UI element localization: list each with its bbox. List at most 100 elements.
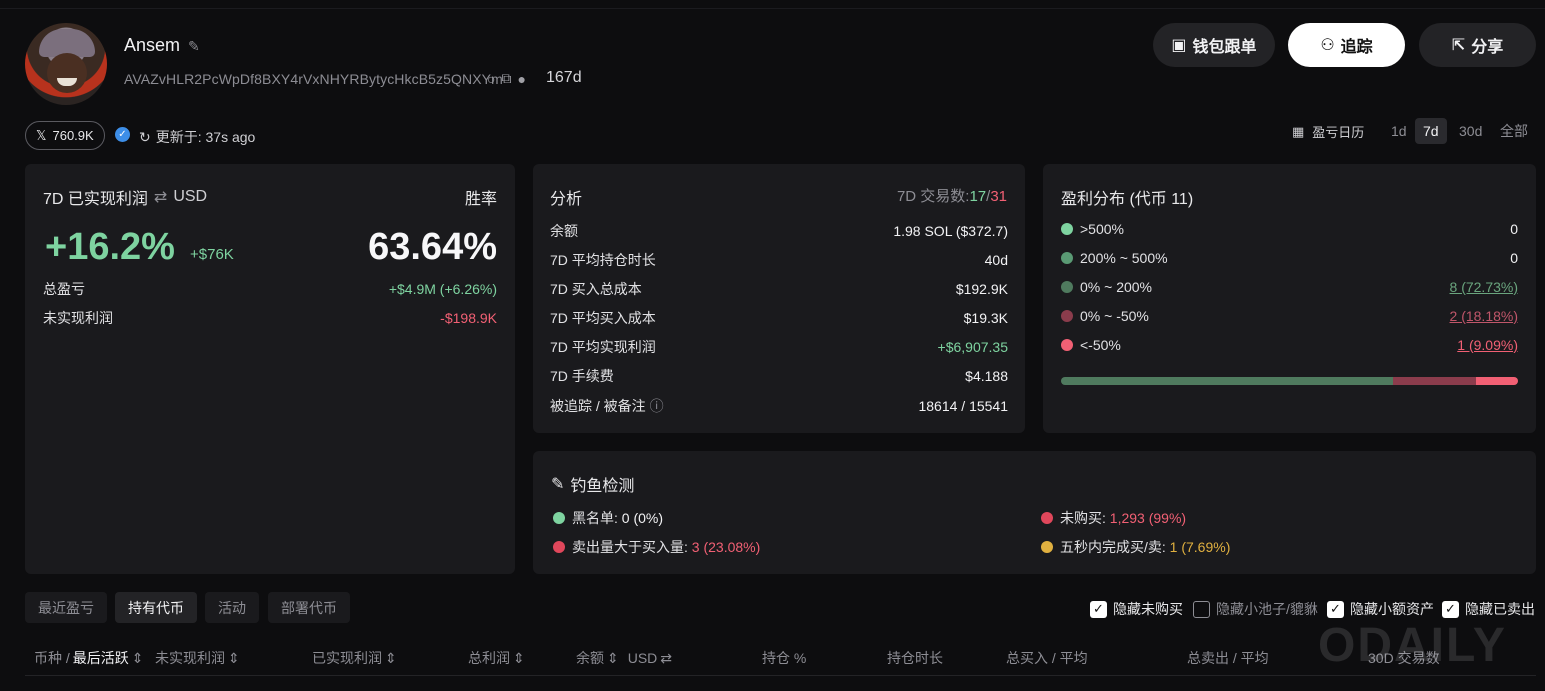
refresh-icon: ↻ <box>139 128 151 145</box>
sort-icon: ⇕ <box>385 649 397 666</box>
copy-icon[interactable]: ⧉ <box>501 70 512 86</box>
currency-label: USD <box>173 188 208 205</box>
total-pnl-row: 总盈亏 +$4.9M (+6.26%) <box>43 281 497 297</box>
col-total-buy[interactable]: 总买入 / 平均 <box>1006 650 1088 666</box>
distribution-row: 200% ~ 500% 0 <box>1061 250 1518 266</box>
distribution-bar-segment <box>1393 377 1477 385</box>
distribution-row: 0% ~ 200% 8 (72.73%) <box>1061 279 1518 295</box>
distribution-row: >500% 0 <box>1061 221 1518 237</box>
period-7d[interactable]: 7d <box>1415 118 1447 144</box>
pnl-amount: +$76K <box>190 246 234 263</box>
period-all[interactable]: 全部 <box>1500 123 1528 139</box>
profit-distribution-card: 盈利分布 (代币 11) >500% 0 200% ~ 500% 0 0% ~ 200%… <box>1043 164 1536 433</box>
status-dot <box>1041 541 1053 553</box>
analysis-row: 7D 买入总成本 $192.9K <box>550 281 1008 297</box>
calendar-icon: ▦ <box>1292 123 1305 139</box>
pnl-calendar-button[interactable]: ▦ 盈亏日历 <box>1292 123 1365 141</box>
tab-holdings[interactable]: 持有代币 <box>115 592 197 623</box>
col-balance[interactable]: 余额 ⇕ USD ⇄ <box>576 649 673 667</box>
watermark: ODAILY <box>1318 619 1507 672</box>
col-total-sell[interactable]: 总卖出 / 平均 <box>1187 650 1269 666</box>
checkbox-unchecked-icon <box>1193 600 1210 618</box>
checkbox-checked-icon: ✓ <box>1327 600 1344 618</box>
winrate-label: 胜率 <box>464 191 497 208</box>
share-button[interactable]: ⇱ 分享 <box>1419 23 1536 67</box>
distribution-count[interactable]: 8 (72.73%) <box>1449 279 1518 295</box>
distribution-row: <-50% 1 (9.09%) <box>1061 337 1518 353</box>
update-status[interactable]: ↻ 更新于: 37s ago <box>139 128 256 146</box>
distribution-count[interactable]: 1 (9.09%) <box>1457 337 1518 353</box>
sort-icon: ⇕ <box>607 649 619 666</box>
wallet-copytrade-button[interactable]: ▣ 钱包跟单 <box>1153 23 1275 67</box>
analysis-row: 余额 1.98 SOL ($372.7) <box>550 223 1008 239</box>
distribution-title: 盈利分布 (代币 11) <box>1061 191 1194 208</box>
pnl-card: 7D 已实现利润 ⇄ USD 胜率 +16.2% +$76K 63.64% 总盈… <box>25 164 515 574</box>
avatar <box>25 23 107 105</box>
phishing-item: 卖出量大于买入量: 3 (23.08%) <box>553 537 760 557</box>
tab-recent-pnl[interactable]: 最近盈亏 <box>25 592 107 623</box>
checkbox-checked-icon: ✓ <box>1442 600 1459 618</box>
range-dot <box>1061 252 1073 264</box>
edit-icon[interactable]: ✎ <box>188 38 200 54</box>
fishing-icon: ✎ <box>551 476 565 493</box>
distribution-bar <box>1061 377 1518 385</box>
status-dot <box>553 512 565 524</box>
verified-icon: ✓ <box>115 127 130 142</box>
filter-hide-unbought[interactable]: ✓ 隐藏未购买 <box>1090 599 1183 619</box>
status-dot <box>553 541 565 553</box>
unrealized-pnl-row: 未实现利润 -$198.9K <box>43 310 497 326</box>
share-icon: ⇱ <box>1451 37 1466 54</box>
pnl-percent: +16.2% <box>45 226 175 268</box>
wallet-icon: ▣ <box>1171 37 1187 54</box>
search-icon[interactable]: ○ <box>487 70 496 87</box>
distribution-count: 0 <box>1510 250 1518 266</box>
sort-icon: ⇕ <box>131 649 144 666</box>
col-hold-time[interactable]: 持仓时长 <box>887 650 943 666</box>
user-plus-icon: ⚇ <box>1320 37 1335 54</box>
range-dot <box>1061 223 1073 235</box>
trade-count: 7D 交易数:17/31 <box>896 188 1007 205</box>
distribution-bar-segment <box>1476 377 1518 385</box>
status-dot <box>1041 512 1053 524</box>
filter-hide-small-assets[interactable]: ✓ 隐藏小额资产 <box>1327 599 1434 619</box>
filter-hide-sold[interactable]: ✓ 隐藏已卖出 <box>1442 599 1535 619</box>
col-realized[interactable]: 已实现利润 ⇕ <box>312 649 397 667</box>
tab-deployed-tokens[interactable]: 部署代币 <box>268 592 350 623</box>
phishing-title: 钓鱼检测 <box>570 478 635 495</box>
phishing-item: 黑名单: 0 (0%) <box>553 508 663 528</box>
col-token[interactable]: 币种 / 最后活跃 ⇕ <box>34 649 144 667</box>
period-30d[interactable]: 30d <box>1459 123 1483 139</box>
phishing-check-card: ✎ 钓鱼检测 黑名单: 0 (0%) 未购买: 1,293 (99%) 卖出量大… <box>533 451 1536 574</box>
wallet-age: 167d <box>546 69 582 86</box>
winrate-value: 63.64% <box>368 226 497 268</box>
tab-activity[interactable]: 活动 <box>205 592 259 623</box>
phishing-item: 未购买: 1,293 (99%) <box>1041 508 1186 528</box>
filter-hide-small-pool[interactable]: 隐藏小池子/貔貅 <box>1193 599 1318 619</box>
sort-icon: ⇕ <box>513 649 525 666</box>
range-dot <box>1061 310 1073 322</box>
range-dot <box>1061 281 1073 293</box>
analysis-row: 7D 手续费 $4.188 <box>550 368 1008 384</box>
analysis-row: 7D 平均实现利润 +$6,907.35 <box>550 339 1008 355</box>
analysis-row: 被追踪 / 被备注 ⓘ 18614 / 15541 <box>550 398 1008 414</box>
swap-icon[interactable]: ⇄ <box>153 189 168 206</box>
follow-button[interactable]: ⚇ 追踪 <box>1288 23 1405 67</box>
table-divider <box>25 675 1536 676</box>
checkbox-checked-icon: ✓ <box>1090 600 1107 618</box>
x-icon: 𝕏 <box>36 127 47 143</box>
chain-icon: ● <box>517 70 526 87</box>
distribution-bar-segment <box>1061 377 1394 385</box>
col-30d-txs[interactable]: 30D 交易数 <box>1368 650 1440 666</box>
x-followers-badge[interactable]: 𝕏 760.9K <box>25 121 105 150</box>
swap-icon[interactable]: ⇄ <box>660 649 673 666</box>
col-total-profit[interactable]: 总利润 ⇕ <box>468 649 525 667</box>
period-1d[interactable]: 1d <box>1391 123 1407 139</box>
help-icon[interactable]: ⓘ <box>649 398 664 414</box>
distribution-count[interactable]: 2 (18.18%) <box>1449 308 1518 324</box>
range-dot <box>1061 339 1073 351</box>
col-position[interactable]: 持仓 % <box>762 650 807 666</box>
analysis-row: 7D 平均买入成本 $19.3K <box>550 310 1008 326</box>
wallet-name: Ansem <box>124 35 181 55</box>
col-unrealized[interactable]: 未实现利润 ⇕ <box>155 649 240 667</box>
pnl-title: 7D 已实现利润 <box>43 191 148 208</box>
